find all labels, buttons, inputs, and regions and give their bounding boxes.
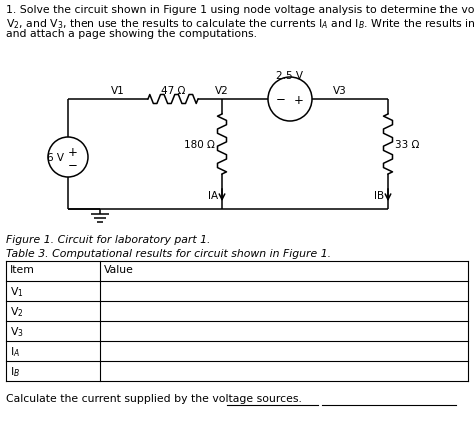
Text: and attach a page showing the computations.: and attach a page showing the computatio… xyxy=(6,29,257,39)
Text: V$_1$: V$_1$ xyxy=(10,284,24,298)
Text: I$_A$: I$_A$ xyxy=(10,344,20,358)
Text: V1: V1 xyxy=(111,86,125,96)
Text: IB: IB xyxy=(374,190,384,201)
Text: $_1$,: $_1$, xyxy=(438,5,447,17)
Text: −: − xyxy=(68,158,78,171)
Text: V$_2$: V$_2$ xyxy=(10,304,24,318)
Text: 1. Solve the circuit shown in Figure 1 using node voltage analysis to determine : 1. Solve the circuit shown in Figure 1 u… xyxy=(6,5,474,15)
Text: −: − xyxy=(276,93,286,106)
Text: Figure 1. Circuit for laboratory part 1.: Figure 1. Circuit for laboratory part 1. xyxy=(6,234,210,245)
Text: V$_3$: V$_3$ xyxy=(10,324,24,338)
Text: +: + xyxy=(68,145,78,158)
Text: Item: Item xyxy=(10,265,35,274)
Text: IA: IA xyxy=(208,190,218,201)
Text: V3: V3 xyxy=(333,86,347,96)
Text: 2.5 V: 2.5 V xyxy=(276,71,303,81)
Text: V$_2$, and V$_3$, then use the results to calculate the currents I$_A$ and I$_B$: V$_2$, and V$_3$, then use the results t… xyxy=(6,17,474,31)
Text: V2: V2 xyxy=(215,86,229,96)
Text: Value: Value xyxy=(104,265,134,274)
Text: 6 V: 6 V xyxy=(47,153,64,163)
Text: 33 Ω: 33 Ω xyxy=(395,140,419,150)
Text: I$_B$: I$_B$ xyxy=(10,364,20,378)
Text: Calculate the current supplied by the voltage sources.: Calculate the current supplied by the vo… xyxy=(6,393,302,403)
Text: Table 3. Computational results for circuit shown in Figure 1.: Table 3. Computational results for circu… xyxy=(6,248,331,259)
Text: 47 Ω: 47 Ω xyxy=(161,86,185,96)
Text: 180 Ω: 180 Ω xyxy=(184,140,215,150)
Text: +: + xyxy=(294,93,304,106)
